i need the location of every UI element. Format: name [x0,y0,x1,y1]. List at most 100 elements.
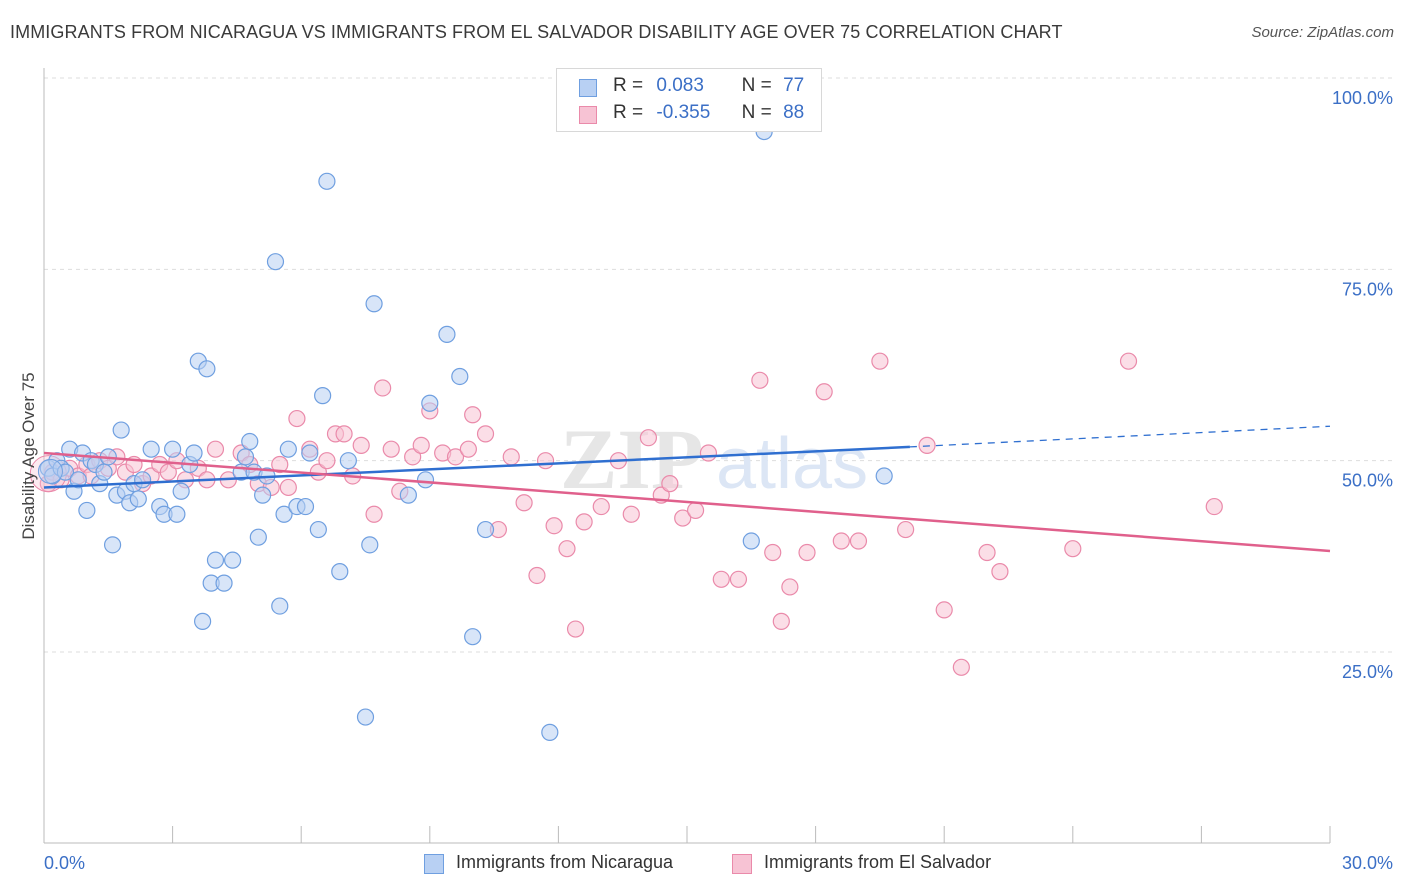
tick-labels: 25.0% 50.0% 75.0% 100.0% 0.0% 30.0% [44,88,1393,873]
el-salvador-point [1064,540,1082,558]
correlation-legend: R = 0.083 N = 77 R = -0.355 N = 88 [556,68,822,132]
el-salvador-point [528,566,546,585]
el-salvador-point [404,448,422,466]
el-salvador-point [764,543,782,562]
el-salvador-point [798,543,816,562]
el-salvador-point [288,409,306,428]
nicaragua-trendline-extension [909,425,1331,448]
el-salvador-point [674,509,692,527]
el-salvador-point [374,379,392,397]
nicaragua-point [541,723,559,741]
el-salvador-point [536,452,555,470]
el-salvador-point [661,475,679,493]
el-salvador-point [729,570,748,588]
el-salvador-trendline [43,451,1331,553]
el-salvador-point [592,497,610,516]
el-salvador-point [271,455,289,474]
x-tick-label: 0.0% [44,853,85,873]
el-salvador-point [1119,352,1138,370]
axes [43,68,1331,844]
el-salvador-point [318,452,336,470]
nicaragua-point [438,325,456,343]
el-salvador-point [464,406,482,424]
el-salvador-point [476,425,495,443]
legend-n-value: 77 [783,75,805,96]
nicaragua-point [356,708,375,726]
watermark-atlas: atlas [716,424,868,504]
nicaragua-cluster-point [37,458,63,484]
nicaragua-point [103,536,122,554]
legend-n-value: 88 [783,102,805,123]
source-credit: Source: ZipAtlas.com [1251,24,1394,41]
el-salvador-point [502,448,520,466]
nicaragua-point [301,444,319,462]
nicaragua-point [309,520,327,539]
legend-swatch-blue [424,854,444,874]
el-salvador-point [712,570,730,588]
el-salvador-point [622,505,640,523]
gridlines [44,77,1392,653]
nicaragua-point [331,563,349,581]
el-salvador-point [751,371,769,389]
el-salvador-point [365,505,383,523]
el-salvador-point [918,436,936,454]
nicaragua-point [271,597,289,615]
y-tick-label: 75.0% [1342,279,1393,299]
el-salvador-point [575,513,593,531]
el-salvador-point [832,532,850,550]
el-salvador-point [781,578,799,596]
nicaragua-point [254,486,272,504]
nicaragua-point [185,444,203,462]
el-salvador-point [772,612,790,630]
nicaragua-point [249,528,267,546]
el-salvador-point [566,620,585,638]
el-salvador-point [952,658,970,676]
el-salvador-point [335,425,353,443]
legend-n-label: N = [741,75,772,96]
nicaragua-point [129,490,147,508]
el-salvador-point [699,444,718,462]
legend-r-value: 0.083 [656,75,704,96]
legend-r-label: R = [613,75,644,96]
el-salvador-point [978,543,996,562]
y-tick-label: 25.0% [1342,662,1393,682]
y-tick-label: 100.0% [1332,88,1393,108]
el-salvador-point [935,601,953,619]
el-salvador-point [545,517,563,535]
nicaragua-point [95,463,113,481]
y-tick-label: 50.0% [1342,471,1393,491]
nicaragua-point [476,520,495,539]
el-salvador-point [1205,497,1223,516]
el-salvador-point [279,478,297,497]
chart-title: IMMIGRANTS FROM NICARAGUA VS IMMIGRANTS … [10,22,1063,42]
nicaragua-point [69,471,87,489]
el-salvador-point [352,436,370,454]
nicaragua-point [361,536,379,554]
nicaragua-point [279,440,297,458]
nicaragua-trendline [43,445,910,489]
y-axis-title: Disability Age Over 75 [19,372,38,539]
el-salvador-point [849,532,868,550]
el-salvador-point [991,563,1009,581]
nicaragua-point [275,505,293,523]
nicaragua-point [194,612,212,630]
nicaragua-point [742,532,760,550]
nicaragua-point [451,367,469,386]
nicaragua-point [112,421,130,439]
legend-label: Immigrants from Nicaragua [456,852,674,872]
el-salvador-points [29,352,1223,676]
nicaragua-point [314,387,332,405]
x-tick-label: 30.0% [1342,853,1393,873]
nicaragua-point [875,467,893,485]
nicaragua-points [37,122,893,741]
el-salvador-point [815,383,833,401]
nicaragua-point [168,505,186,523]
nicaragua-point [224,551,242,569]
nicaragua-point [339,452,357,470]
el-salvador-point [446,448,465,466]
el-salvador-point [382,440,400,458]
el-salvador-point [639,429,658,447]
nicaragua-point [464,628,482,646]
nicaragua-point [142,440,160,458]
